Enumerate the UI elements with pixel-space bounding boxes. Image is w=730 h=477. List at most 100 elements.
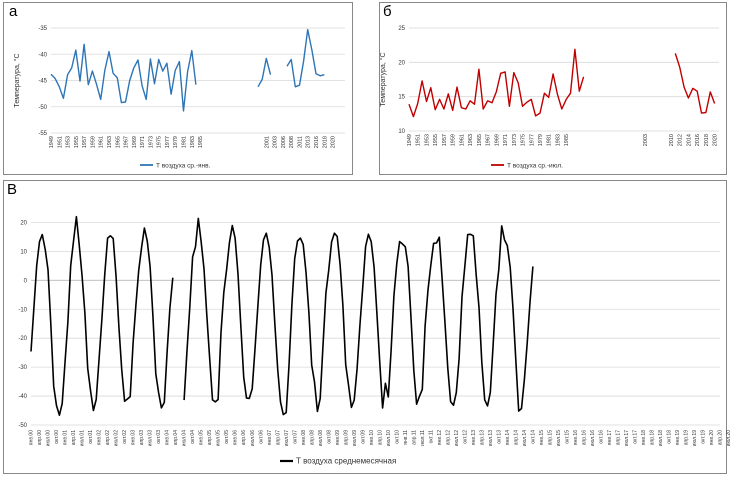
chart-a-xtick-label: 1963 (107, 136, 113, 148)
chart-c-xtick-label: окт.03 (156, 430, 162, 444)
chart-a-series-line (50, 43, 197, 112)
chart-a-xtick-label: 2006 (281, 136, 287, 148)
chart-c-xtick-label: июл.09 (352, 430, 358, 447)
chart-c-xtick-label: июл.05 (216, 430, 222, 447)
chart-c-xtick-label: апр.20 (718, 430, 724, 445)
chart-a-xtick-label: 1959 (90, 136, 96, 148)
chart-b-xtick-label: 1977 (529, 134, 535, 146)
chart-a-xtick-label: 1981 (182, 136, 188, 148)
chart-c-xtick-label: апр.10 (377, 430, 383, 445)
chart-b-ytick-label: 10 (398, 129, 405, 135)
chart-a-ytick-label: -40 (38, 52, 47, 58)
chart-c-xtick-label: окт.08 (326, 430, 332, 444)
chart-c-xtick-label: окт.14 (530, 430, 536, 444)
chart-c-series-line (30, 215, 174, 416)
chart-c-xtick-label: апр.08 (309, 430, 315, 445)
chart-a-series-line (257, 57, 272, 88)
panel-b-frame (379, 2, 727, 175)
chart-a-xtick-label: 2020 (331, 136, 337, 148)
chart-c-xtick-label: янв.04 (165, 430, 171, 445)
chart-a-xtick-label: 1983 (190, 136, 196, 148)
chart-c-xtick-label: окт.16 (599, 430, 605, 444)
chart-c-xtick-label: янв.20 (709, 430, 715, 445)
chart-c-xtick-label: апр.02 (105, 430, 111, 445)
chart-c-xtick-label: июл.11 (420, 430, 426, 446)
chart-b-xtick-label: 1963 (468, 134, 474, 146)
chart-c-xtick-label: апр.13 (479, 430, 485, 445)
chart-c-xtick-label: окт.07 (292, 430, 298, 444)
chart-b-xtick-label: 1969 (494, 134, 500, 146)
chart-c-xtick-label: апр.05 (207, 430, 213, 445)
chart-c-xtick-label: окт.10 (394, 430, 400, 444)
chart-b-ytick-label: 25 (398, 26, 405, 32)
chart-c-xtick-label: окт.13 (496, 430, 502, 444)
chart-c-xtick-label: янв.07 (267, 430, 273, 445)
chart-b-xtick-label: 1951 (416, 134, 422, 146)
chart-c-xtick-label: окт.11 (428, 430, 434, 444)
chart-c-xtick-label: янв.18 (641, 430, 647, 445)
chart-c-xtick-label: апр.15 (547, 430, 553, 445)
chart-b-xtick-label: 1975 (521, 134, 527, 146)
chart-b-xtick-label: 1985 (564, 134, 570, 146)
panel-c-frame (3, 180, 727, 474)
chart-c-xtick-label: июл.13 (488, 430, 494, 447)
chart-c-xtick-label: янв.16 (573, 430, 579, 445)
chart-c-legend-label: Т воздуха среднемесячная (296, 457, 396, 466)
chart-b-xtick-label: 1959 (451, 134, 457, 146)
chart-c-xtick-label: июл.04 (182, 430, 188, 447)
chart-c-xtick-label: окт.02 (122, 430, 128, 444)
chart-c-xtick-label: апр.00 (37, 430, 43, 445)
chart-a-xtick-label: 1953 (66, 136, 72, 148)
chart-b-xtick-label: 1949 (407, 134, 413, 146)
chart-c-xtick-label: апр.12 (445, 430, 451, 445)
chart-c-xtick-label: окт.18 (667, 430, 673, 444)
chart-c-xtick-label: окт.01 (88, 430, 94, 444)
chart-a-xtick-label: 1979 (173, 136, 179, 148)
chart-c-xtick-label: апр.03 (139, 430, 145, 445)
chart-c-xtick-label: июл.16 (590, 430, 596, 447)
panel-label-a: а (9, 3, 18, 20)
chart-c-xtick-label: апр.19 (684, 430, 690, 445)
chart-c-xtick-label: июл.07 (284, 430, 290, 447)
chart-c-xtick-label: июл.17 (624, 430, 630, 447)
chart-c-ytick-label: 10 (20, 249, 27, 255)
chart-b-ytick-label: 20 (398, 60, 405, 66)
chart-b-xtick-label: 2014 (686, 134, 692, 146)
chart-b-xtick-label: 2003 (643, 134, 649, 146)
chart-c-xtick-label: янв.11 (403, 430, 409, 445)
chart-c-xtick-label: янв.12 (437, 430, 443, 445)
chart-b-xtick-label: 1965 (477, 134, 483, 146)
chart-c-xtick-label: июл.00 (46, 430, 52, 447)
chart-a-ytick-label: -45 (38, 79, 47, 85)
chart-b-xtick-label: 1981 (547, 134, 553, 146)
chart-a-xtick-label: 1975 (157, 136, 163, 148)
chart-c-xtick-label: янв.15 (539, 430, 545, 445)
chart-c-xtick-label: апр.18 (650, 430, 656, 445)
chart-b-legend-label: Т воздуха ср.-июл. (507, 163, 563, 170)
chart-a-ytick-label: -35 (38, 26, 47, 32)
chart-c-xtick-label: окт.04 (190, 430, 196, 444)
chart-c-xtick-label: окт.12 (462, 430, 468, 444)
chart-c-ytick-label: -50 (18, 423, 27, 429)
chart-c-xtick-label: окт.09 (360, 430, 366, 444)
chart-b-xtick-label: 1983 (555, 134, 561, 146)
chart-c-ytick-label: -40 (18, 394, 27, 400)
chart-b-xtick-label: 1971 (503, 134, 509, 146)
chart-c-ytick-label: -30 (18, 365, 27, 371)
chart-b-xtick-label: 1979 (538, 134, 544, 146)
chart-c-xtick-label: апр.07 (275, 430, 281, 445)
chart-c-series-line (183, 217, 534, 416)
chart-c-xtick-label: окт.19 (701, 430, 707, 444)
chart-c-xtick-label: окт.17 (633, 430, 639, 444)
chart-b-ylabel: Температура, °C (379, 52, 387, 106)
chart-c-ytick-label: -10 (18, 307, 27, 313)
chart-a-xtick-label: 1973 (148, 136, 154, 148)
chart-c-xtick-label: апр.16 (582, 430, 588, 445)
chart-c-xtick-label: янв.13 (471, 430, 477, 445)
chart-c-xtick-label: окт.00 (54, 430, 60, 444)
chart-b-xtick-label: 1957 (442, 134, 448, 146)
chart-c-xtick-label: июл.14 (522, 430, 528, 447)
chart-c-xtick-label: апр.09 (343, 430, 349, 445)
chart-a-series-line (286, 28, 325, 88)
